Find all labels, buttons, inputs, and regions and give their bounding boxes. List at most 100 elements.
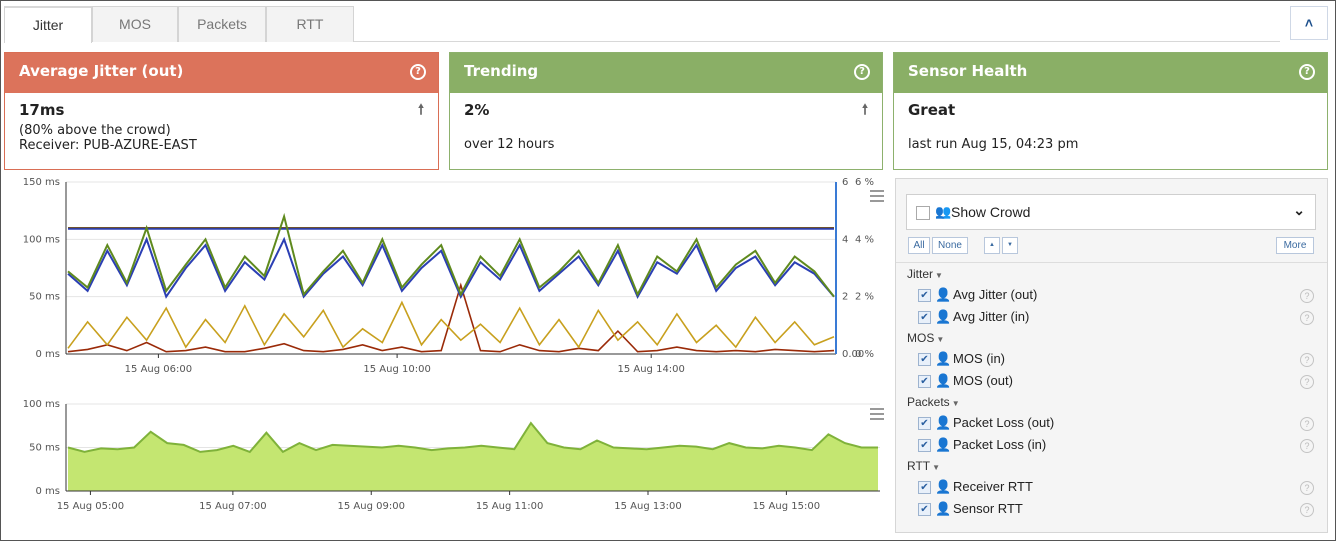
series-checkbox[interactable]: ✔ [918, 481, 931, 494]
tab-packets[interactable]: Packets [178, 6, 266, 42]
card-header: Average Jitter (out) ? [5, 53, 438, 93]
help-icon[interactable]: ? [1300, 439, 1314, 453]
series-receiver-rtt [67, 236, 835, 299]
show-crowd-checkbox[interactable] [916, 206, 930, 220]
move-down-button[interactable]: ▼ [1002, 237, 1018, 254]
help-icon[interactable]: ? [1300, 311, 1314, 325]
series-checkbox[interactable]: ✔ [918, 353, 931, 366]
legend-group-label: RTT [907, 459, 931, 473]
chevron-up-icon: ˄ [1304, 15, 1314, 31]
series-checkbox[interactable]: ✔ [918, 439, 931, 452]
y-right-tick-label: 4 [842, 234, 848, 245]
health-value: Great [908, 101, 956, 119]
tab-mos[interactable]: MOS [92, 6, 178, 42]
arrow-up-icon: 🠕 [861, 102, 868, 118]
show-crowd-label: Show Crowd [951, 204, 1031, 220]
y-right-pct-tick-label: 4 % [855, 234, 874, 245]
legend-group-rtt[interactable]: RTT ▼ [907, 459, 940, 473]
collapse-button[interactable]: ˄ [1290, 6, 1328, 40]
menu-icon [870, 200, 884, 202]
card-title: Trending [464, 62, 539, 80]
legend-group-packets[interactable]: Packets ▼ [907, 395, 960, 409]
more-button[interactable]: More [1276, 237, 1314, 254]
select-all-button[interactable]: All [908, 237, 930, 254]
menu-icon [870, 408, 884, 410]
y-right-pct-tick-label: 0 % [855, 349, 874, 360]
y-right-tick-label: 2 [842, 292, 848, 303]
rtt-area-chart-svg: 100 ms 50 ms 0 ms 15 Aug 05:00 15 Aug 07:00 1… [23, 399, 884, 512]
legend-item-label: Receiver RTT [953, 479, 1033, 494]
card-trending: Trending ? 2% over 12 hours 🠕 [449, 52, 883, 170]
help-icon[interactable]: ? [854, 64, 870, 80]
arrow-up-icon: 🠕 [417, 102, 424, 118]
person-icon: 👤 [935, 351, 952, 366]
rtt-area-chart: 100 ms 50 ms 0 ms 15 Aug 05:00 15 Aug 07:00 1… [4, 394, 892, 518]
help-icon[interactable]: ? [1300, 481, 1314, 495]
menu-icon [870, 195, 884, 197]
select-none-button[interactable]: None [932, 237, 968, 254]
y-right-tick-label: 6 [842, 177, 848, 188]
trending-value: 2% [464, 101, 490, 119]
card-title: Average Jitter (out) [19, 62, 184, 80]
help-icon[interactable]: ? [1300, 417, 1314, 431]
legend-group-mos[interactable]: MOS ▼ [907, 331, 944, 345]
jitter-receiver: Receiver: PUB-AZURE-EAST [19, 138, 197, 153]
x-tick-label: 15 Aug 09:00 [338, 501, 405, 512]
menu-icon [870, 418, 884, 420]
help-icon[interactable]: ? [1299, 64, 1315, 80]
legend-group-label: Packets [907, 395, 950, 409]
series-checkbox[interactable]: ✔ [918, 375, 931, 388]
health-last-run: last run Aug 15, 04:23 pm [908, 137, 1079, 152]
show-crowd-select[interactable]: 👥 Show Crowd ⌄ [906, 194, 1316, 230]
y-tick-label: 0 ms [36, 349, 61, 360]
y-tick-label: 150 ms [23, 177, 60, 188]
caret-down-icon: ▼ [936, 335, 945, 344]
y-tick-label: 100 ms [23, 234, 60, 245]
series-checkbox[interactable]: ✔ [918, 289, 931, 302]
help-icon[interactable]: ? [1300, 289, 1314, 303]
y-tick-label: 0 ms [36, 486, 61, 497]
legend-group-jitter[interactable]: Jitter ▼ [907, 267, 943, 281]
help-icon[interactable]: ? [1300, 503, 1314, 517]
legend-group-label: Jitter [907, 267, 934, 281]
legend-item-label: MOS (in) [953, 351, 1005, 366]
person-icon: 👤 [935, 479, 952, 494]
series-checkbox[interactable]: ✔ [918, 417, 931, 430]
person-icon: 👤 [935, 415, 952, 430]
legend-item-label: Sensor RTT [953, 501, 1023, 516]
person-icon: 👤 [935, 309, 952, 324]
x-tick-label: 15 Aug 06:00 [125, 364, 192, 375]
y-tick-label: 100 ms [23, 399, 60, 410]
y-tick-label: 50 ms [29, 443, 60, 454]
legend-item-label: MOS (out) [953, 373, 1013, 388]
jitter-value: 17ms [19, 101, 65, 119]
series-checkbox[interactable]: ✔ [918, 311, 931, 324]
area-line [67, 421, 878, 454]
crowd-icon: 👥 [935, 204, 952, 219]
tab-rtt[interactable]: RTT [266, 6, 354, 42]
chevron-down-icon: ⌄ [1293, 202, 1305, 218]
tab-jitter[interactable]: Jitter [4, 6, 92, 43]
card-average-jitter: Average Jitter (out) ? 17ms (80% above t… [4, 52, 439, 170]
menu-icon [870, 190, 884, 192]
legend-item-label: Avg Jitter (out) [953, 287, 1038, 302]
metrics-line-chart-svg: 150 ms 6 6 % 100 ms 4 4 % 50 ms 2 2 % 0 ms 0.000 %… [23, 177, 884, 375]
legend-group-label: MOS [907, 331, 935, 345]
help-icon[interactable]: ? [410, 64, 426, 80]
y-right-pct-tick-label: 2 % [855, 292, 874, 303]
y-right-pct-tick-label: 6 % [855, 177, 874, 188]
series-checkbox[interactable]: ✔ [918, 503, 931, 516]
person-icon: 👤 [935, 437, 952, 452]
legend-item-label: Avg Jitter (in) [953, 309, 1030, 324]
move-up-button[interactable]: ▲ [984, 237, 1000, 254]
x-tick-label: 15 Aug 07:00 [199, 501, 266, 512]
person-icon: 👤 [935, 501, 952, 516]
x-tick-label: 15 Aug 05:00 [57, 501, 124, 512]
x-tick-label: 15 Aug 14:00 [617, 364, 684, 375]
help-icon[interactable]: ? [1300, 375, 1314, 389]
card-header: Trending ? [450, 53, 882, 93]
trending-period: over 12 hours [464, 137, 555, 152]
help-icon[interactable]: ? [1300, 353, 1314, 367]
y-tick-label: 50 ms [29, 292, 60, 303]
person-icon: 👤 [935, 373, 952, 388]
